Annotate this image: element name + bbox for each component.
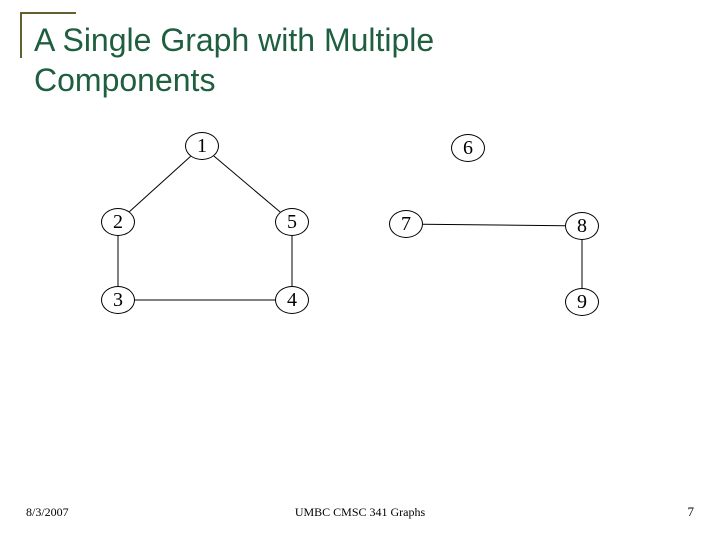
graph-node-4: 4 (275, 286, 309, 314)
graph-diagram: 1 2 3 4 5 6 7 8 9 (0, 0, 720, 540)
graph-node-5: 5 (275, 208, 309, 236)
graph-node-1: 1 (185, 132, 219, 160)
footer-page: 7 (688, 504, 695, 520)
graph-node-7: 7 (389, 210, 423, 238)
graph-edges (0, 0, 720, 540)
graph-node-8: 8 (565, 212, 599, 240)
graph-node-9: 9 (565, 288, 599, 316)
graph-edge-1-5 (214, 156, 280, 212)
graph-edge-1-2 (129, 156, 190, 211)
graph-node-6: 6 (451, 134, 485, 162)
footer-center: UMBC CMSC 341 Graphs (0, 505, 720, 520)
graph-edge-7-8 (423, 224, 565, 226)
graph-node-2: 2 (101, 208, 135, 236)
graph-node-3: 3 (101, 286, 135, 314)
